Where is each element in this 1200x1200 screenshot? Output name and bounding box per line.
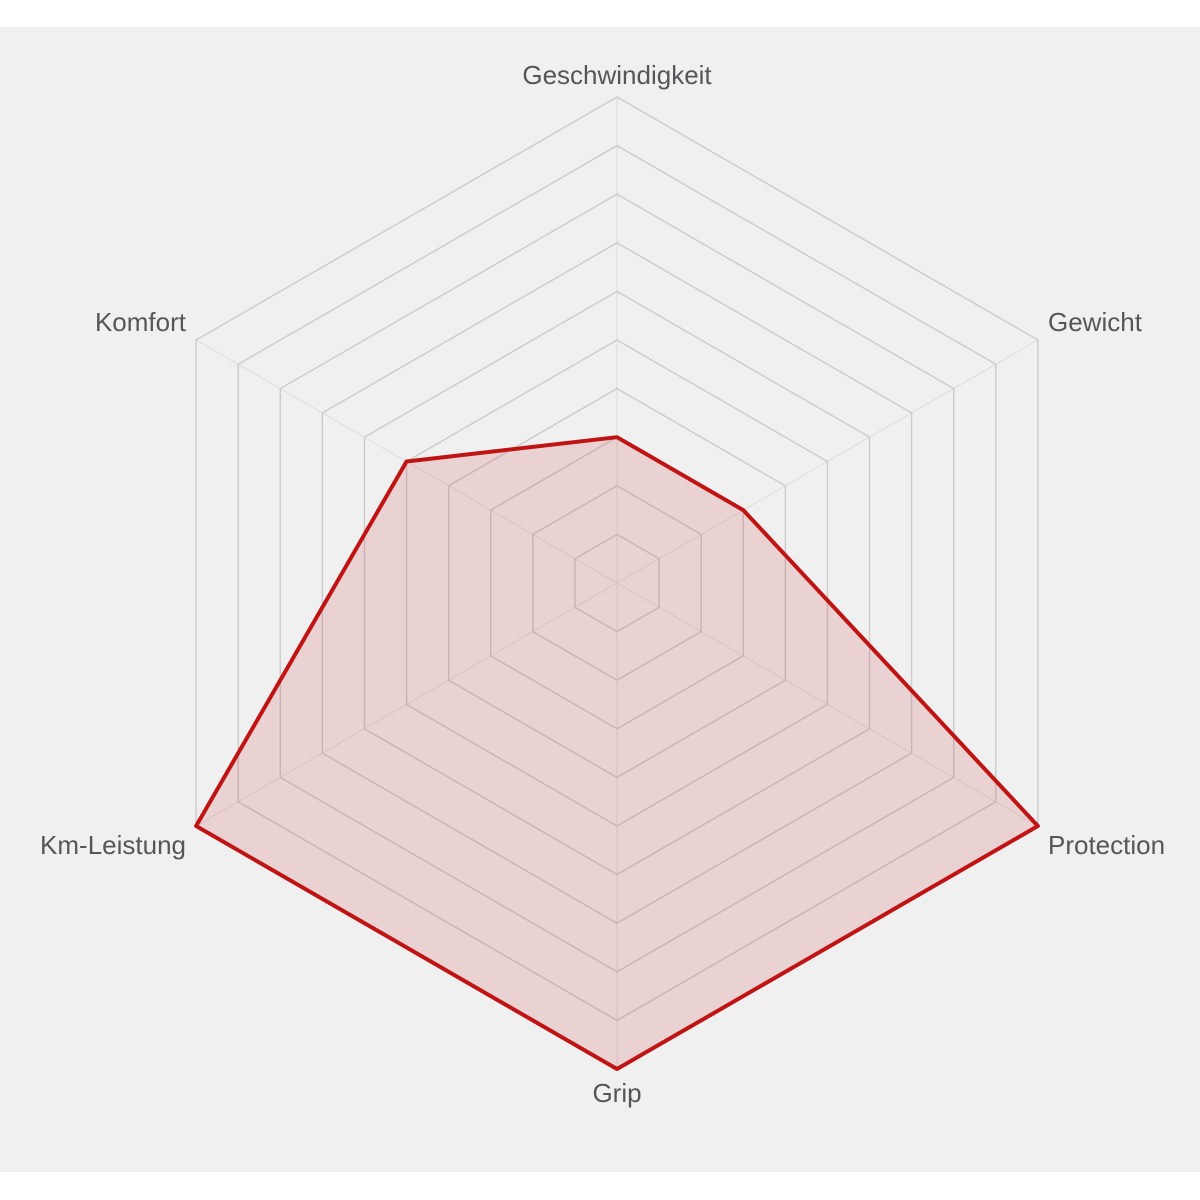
series-polygon (194, 435, 1040, 1071)
grid-ring (363, 290, 871, 876)
radar-axis-labels: Geschwindigkeit Gewicht Protection Grip … (40, 60, 1165, 1108)
radar-series (194, 435, 1040, 1071)
grid-ring (532, 484, 702, 682)
axis-label-gewicht: Gewicht (1048, 307, 1143, 337)
axis-label-komfort: Komfort (95, 307, 187, 337)
grid-ring (321, 241, 913, 925)
chart-panel (0, 27, 1200, 1172)
axis-label-grip: Grip (592, 1078, 641, 1108)
grid-ring (279, 193, 955, 973)
grid-ring (447, 387, 787, 779)
grid-ring (237, 144, 997, 1022)
axis-label-km-leistung: Km-Leistung (40, 830, 186, 860)
axis-label-geschwindigkeit: Geschwindigkeit (522, 60, 712, 90)
axis-label-protection: Protection (1048, 830, 1165, 860)
grid-ring (574, 533, 660, 633)
